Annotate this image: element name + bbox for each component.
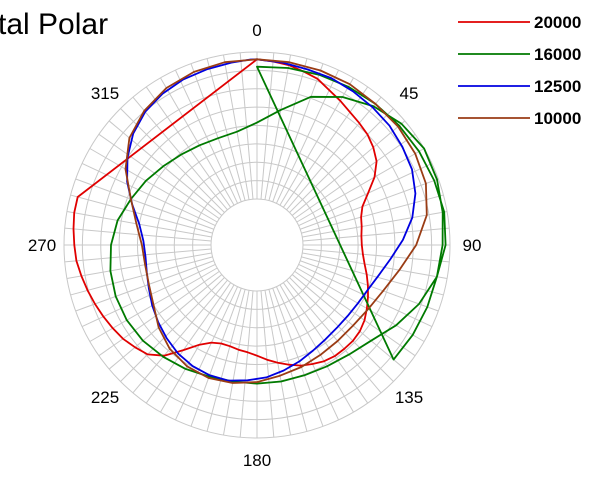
grid-spoke — [81, 263, 216, 328]
grid-spoke — [279, 77, 354, 206]
grid-spoke — [294, 270, 416, 357]
grid-spoke — [279, 284, 354, 413]
grid-spoke — [291, 274, 406, 370]
grid-spoke — [222, 54, 250, 200]
angle-label: 90 — [463, 236, 482, 255]
grid-spoke — [298, 263, 433, 328]
grid-spoke — [301, 256, 444, 296]
angle-label: 180 — [243, 451, 271, 470]
grid-spoke — [145, 282, 232, 404]
grid-spoke — [275, 286, 340, 421]
grid-spoke — [268, 58, 308, 201]
legend-label: 12500 — [534, 77, 581, 96]
grid-spoke — [286, 279, 382, 394]
grid-spoke — [160, 284, 235, 413]
grid-spoke — [160, 77, 235, 206]
grid-spoke — [291, 120, 406, 216]
grid-spoke — [108, 120, 223, 216]
grid-spoke — [294, 133, 416, 220]
grid-spoke — [206, 289, 246, 432]
angle-labels: 0 45 90 135 180 225 270 315 — [28, 21, 482, 470]
legend-label: 16000 — [534, 45, 581, 64]
grid-spoke — [75, 260, 214, 312]
grid-spoke — [272, 288, 324, 427]
grid-spoke — [300, 260, 439, 312]
series-line-20000 — [72, 58, 378, 367]
series-layer — [72, 58, 447, 385]
grid-spoke — [302, 248, 450, 263]
grid-spoke — [132, 279, 228, 394]
grid-ring — [210, 198, 304, 292]
angle-label: 45 — [400, 84, 419, 103]
grid-spoke — [66, 252, 212, 280]
grid-spoke — [64, 248, 212, 263]
angle-label: 0 — [252, 21, 261, 40]
grid-spoke — [89, 148, 218, 223]
grid-spoke — [260, 290, 275, 438]
series-line-16000 — [109, 65, 447, 385]
grid-spoke — [289, 277, 394, 382]
grid-spoke — [302, 252, 448, 280]
grid-spoke — [190, 288, 242, 427]
grid-spoke — [239, 52, 254, 200]
grid-spoke — [282, 86, 369, 208]
grid-spoke — [132, 96, 228, 211]
grid-spoke — [264, 54, 292, 200]
grid-spoke — [64, 227, 212, 242]
grid-spoke — [289, 108, 394, 213]
legend: 20000 16000 12500 10000 — [458, 13, 581, 128]
grid-spoke — [282, 282, 369, 404]
grid-spoke — [108, 274, 223, 370]
grid-spoke — [206, 58, 246, 201]
grid-spoke — [302, 210, 448, 238]
angle-label: 270 — [28, 236, 56, 255]
grid-spoke — [98, 270, 220, 357]
angle-label: 135 — [395, 388, 423, 407]
polar-grid — [63, 51, 451, 439]
grid-spoke — [120, 277, 225, 382]
grid-spoke — [174, 69, 239, 204]
grid-spoke — [81, 162, 216, 227]
grid-spoke — [75, 178, 214, 230]
grid-spoke — [98, 133, 220, 220]
angle-label: 315 — [91, 84, 119, 103]
grid-spoke — [260, 52, 275, 200]
legend-label: 10000 — [534, 109, 581, 128]
grid-spoke — [145, 86, 232, 208]
grid-spoke — [301, 194, 444, 234]
grid-spoke — [302, 227, 450, 242]
grid-spoke — [272, 63, 324, 202]
series-line-12500 — [126, 58, 417, 382]
grid-spoke — [298, 162, 433, 227]
grid-spoke — [70, 256, 213, 296]
grid-spoke — [275, 69, 340, 204]
grid-spoke — [174, 286, 239, 421]
series-line-10000 — [124, 58, 428, 384]
grid-spoke — [70, 194, 213, 234]
grid-spoke — [268, 289, 308, 432]
grid-spoke — [296, 267, 425, 342]
legend-label: 20000 — [534, 13, 581, 32]
grid-spoke — [222, 290, 250, 436]
grid-spoke — [239, 290, 254, 438]
angle-label: 225 — [91, 388, 119, 407]
grid-spoke — [286, 96, 382, 211]
grid-spoke — [296, 148, 425, 223]
grid-spoke — [190, 63, 242, 202]
chart-title: tal Polar — [0, 8, 108, 41]
